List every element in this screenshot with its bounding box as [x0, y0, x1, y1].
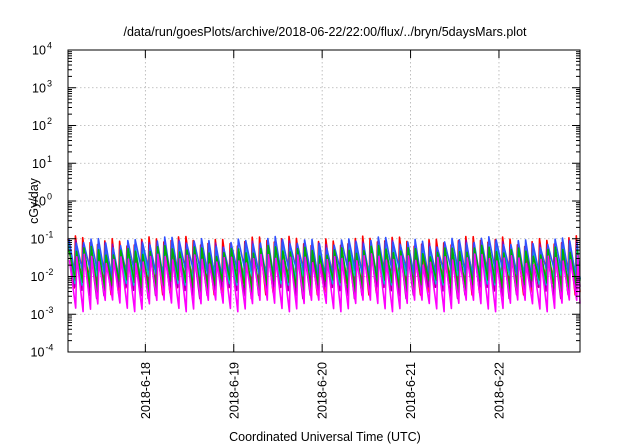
y-tick-exponent: 3 [47, 78, 52, 88]
y-tick-exponent: -3 [45, 305, 53, 315]
y-tick-label: 10-4 [31, 343, 54, 360]
y-tick-label: 104 [32, 41, 52, 58]
y-tick-exponent: 0 [47, 192, 52, 202]
y-tick-label: 103 [32, 78, 52, 95]
series-group [67, 235, 581, 313]
y-tick-label: 102 [32, 116, 52, 133]
y-tick-exponent: -4 [45, 343, 53, 353]
y-axis-label: cGy/day [27, 177, 41, 224]
y-tick-exponent: -1 [45, 229, 53, 239]
x-tick-label: 2018-6-21 [404, 362, 418, 419]
series-line [68, 253, 581, 313]
x-tick-label: 2018-6-20 [316, 362, 330, 419]
y-tick-exponent: 1 [47, 154, 52, 164]
y-tick-label: 10-2 [31, 267, 54, 284]
y-tick-exponent: 4 [47, 41, 52, 51]
y-tick-label: 101 [32, 154, 52, 171]
x-tick-label: 2018-6-18 [139, 362, 153, 419]
x-tick-label: 2018-6-22 [492, 362, 506, 419]
y-tick-label: 10-3 [31, 305, 54, 322]
axes: 10-410-310-210-11001011021031042018-6-18… [31, 41, 580, 419]
x-axis-label: Coordinated Universal Time (UTC) [229, 430, 421, 444]
y-tick-label: 10-1 [31, 229, 54, 246]
y-tick-exponent: -2 [45, 267, 53, 277]
chart-title: /data/run/goesPlots/archive/2018-06-22/2… [123, 25, 527, 39]
y-tick-exponent: 2 [47, 116, 52, 126]
x-tick-label: 2018-6-19 [227, 362, 241, 419]
